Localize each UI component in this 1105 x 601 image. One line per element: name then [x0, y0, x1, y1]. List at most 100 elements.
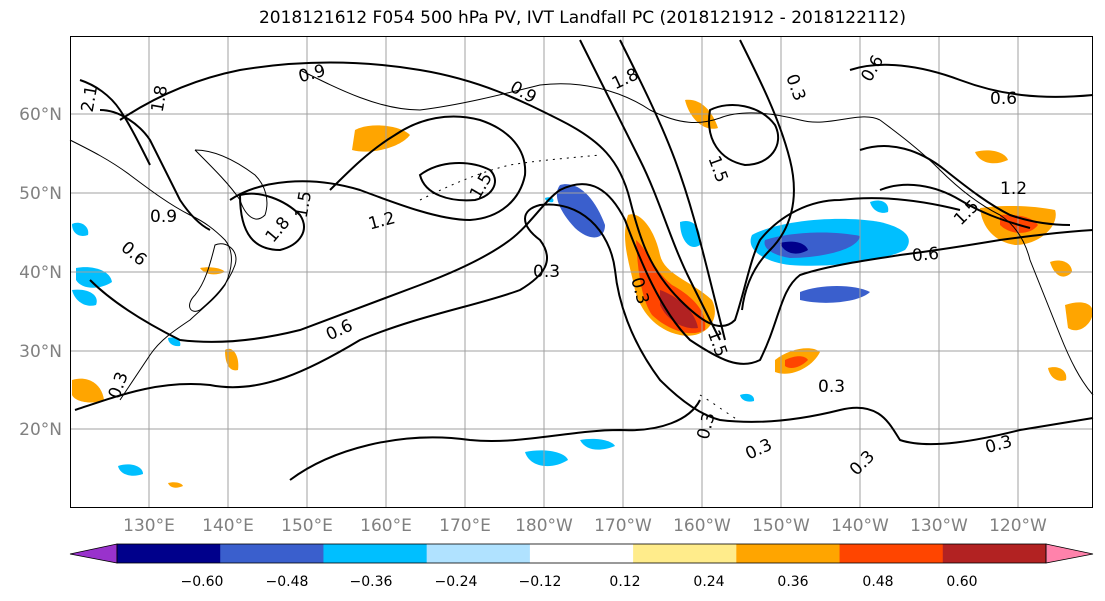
positive-anomaly-region: [1048, 367, 1067, 381]
colorbar-extend-low: [69, 543, 118, 564]
colorbar-swatch: [323, 544, 428, 563]
colorbar-swatch: [839, 544, 944, 563]
pv-contour-1.5b: [418, 162, 496, 202]
japan-coastline: [189, 243, 237, 312]
colorbar-tick-label: −0.36: [350, 574, 393, 590]
asia-coastline: [69, 139, 232, 401]
contour-label: 0.3: [533, 262, 560, 282]
contour-label: 0.3: [818, 377, 845, 397]
kamchatka-coastline: [194, 149, 268, 220]
negative-anomaly-region: [870, 200, 889, 213]
positive-anomaly-region: [1065, 302, 1093, 331]
negative-anomaly-region: [580, 438, 615, 450]
lon-label: 150°W: [752, 516, 810, 536]
contour-label: 0.3: [693, 410, 719, 441]
negative-anomaly-max: [780, 241, 808, 254]
lon-label: 140°W: [831, 516, 889, 536]
positive-anomaly-region: [168, 482, 183, 488]
lon-label: 170°W: [594, 516, 652, 536]
pv-contour-1.2: [229, 115, 527, 222]
pv-contour-east-b: [879, 183, 1031, 229]
pv-contour-2.1: [79, 79, 151, 166]
contour-label: 0.6: [857, 52, 888, 85]
graticule: [70, 36, 1093, 508]
colorbar: −0.60 −0.48 −0.36 −0.24 −0.12 0.12 0.24 …: [69, 543, 1094, 590]
contour-label: 1.8: [609, 65, 642, 95]
pv-contour-east: [859, 145, 1071, 226]
alaska-coastline: [299, 69, 881, 123]
aleutian-islands: [419, 154, 601, 201]
contour-label: 0.3: [742, 435, 775, 465]
colorbar-swatch: [529, 544, 634, 563]
colorbar-tick-label: −0.12: [519, 574, 562, 590]
contour-label: 1.8: [148, 84, 172, 114]
colorbar-tick-label: −0.48: [266, 574, 309, 590]
negative-anomaly-region: [525, 450, 568, 467]
pv-contour-0.3: [74, 203, 1094, 446]
colorbar-swatch: [736, 544, 841, 563]
positive-anomaly-region: [72, 378, 104, 403]
contour-label: 0.9: [506, 77, 539, 108]
negative-anomaly-region: [72, 222, 89, 236]
positive-anomaly-max: [660, 290, 698, 329]
contour-label: 2.1: [78, 84, 102, 114]
contour-labels: 0.9 1.8 0.9 0.3 0.6 0.6 2.1 1.8 1.5 0.9 …: [78, 52, 1027, 480]
positive-anomaly-region: [200, 267, 225, 275]
contour-label: 1.5: [292, 190, 316, 220]
contour-label: 0.9: [150, 207, 177, 227]
lat-label: 20°N: [19, 420, 62, 440]
lat-label: 60°N: [19, 105, 62, 125]
lon-label: 130°W: [910, 516, 968, 536]
lon-label: 160°E: [360, 516, 412, 536]
pv-contour-0.9: [119, 61, 961, 327]
longitude-labels: 130°E 140°E 150°E 160°E 170°E 180°W 170°…: [123, 516, 1047, 536]
negative-anomaly-region: [740, 393, 755, 402]
colorbar-swatch: [426, 544, 531, 563]
colorbar-swatch: [117, 544, 221, 563]
colorbar-tick-label: 0.36: [777, 574, 808, 590]
ivt-anomaly-fill: [72, 99, 1093, 488]
lon-label: 180°W: [515, 516, 573, 536]
colorbar-swatch: [220, 544, 324, 563]
contour-label: 0.6: [990, 89, 1017, 109]
pv-contour-trough: [579, 39, 721, 341]
contour-label: 0.6: [911, 244, 940, 266]
lon-label: 160°W: [673, 516, 731, 536]
contour-label: 1.5: [703, 327, 731, 359]
latitude-labels: 60°N 50°N 40°N 30°N 20°N: [19, 105, 62, 440]
colorbar-swatch: [633, 544, 737, 563]
negative-anomaly-region: [118, 464, 143, 476]
contour-label: 1.2: [366, 208, 397, 234]
negative-anomaly-region: [680, 220, 701, 248]
contour-label: 0.3: [846, 447, 879, 480]
lon-label: 170°E: [439, 516, 491, 536]
coastlines: [69, 69, 1094, 421]
lon-label: 140°E: [202, 516, 254, 536]
colorbar-tick-label: −0.60: [181, 574, 224, 590]
pv-contour-0.6b: [849, 63, 1094, 98]
contour-label: 0.3: [983, 432, 1014, 458]
negative-anomaly-region: [72, 289, 97, 306]
positive-anomaly-region: [225, 348, 239, 371]
colorbar-extend-high: [1045, 543, 1094, 564]
contour-label: 0.9: [296, 61, 327, 87]
lat-label: 40°N: [19, 263, 62, 283]
lat-label: 30°N: [19, 342, 62, 362]
contour-label: 1.5: [950, 196, 983, 229]
pv-contour-0.6: [89, 183, 1094, 365]
contour-label: 0.6: [117, 238, 151, 271]
pv-contour-ridge: [739, 39, 795, 311]
colorbar-tick-label: 0.24: [693, 574, 724, 590]
hawaii-islands: [699, 394, 739, 421]
positive-anomaly-region: [1050, 260, 1072, 277]
pv-contour-1.5: [239, 192, 305, 252]
positive-anomaly-core: [785, 356, 808, 368]
positive-anomaly-region: [352, 125, 410, 152]
colorbar-tick-label: 0.12: [609, 574, 640, 590]
colorbar-tick-label: −0.24: [435, 574, 478, 590]
colorbar-tick-label: 0.60: [946, 574, 977, 590]
lon-label: 130°E: [123, 516, 175, 536]
pv-contours: [74, 39, 1094, 481]
contour-label: 1.8: [262, 213, 295, 247]
positive-anomaly-region: [975, 150, 1008, 164]
